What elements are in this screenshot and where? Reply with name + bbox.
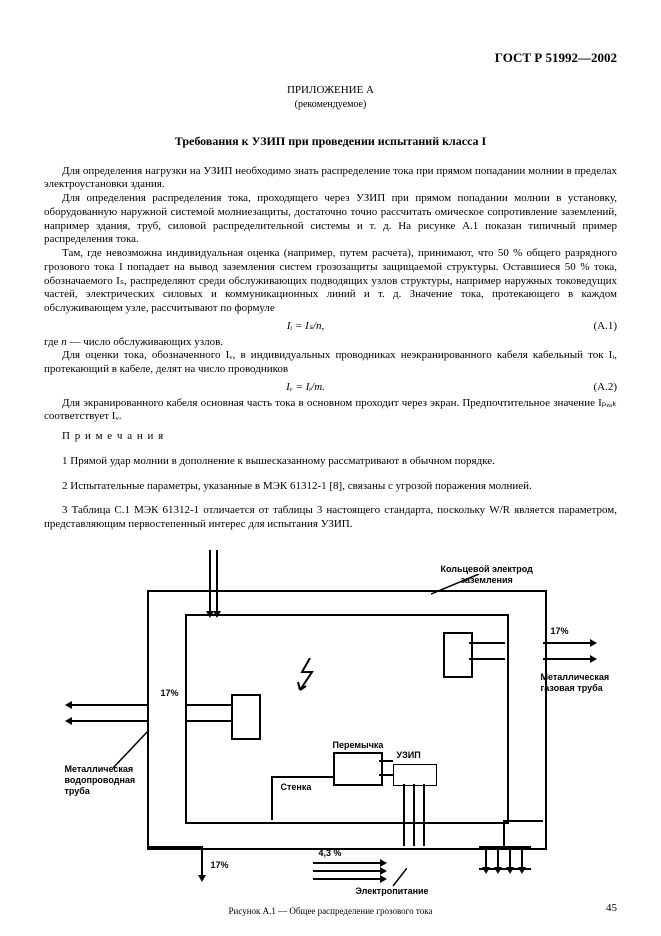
g-arr-3 — [509, 846, 511, 868]
label-17-left: 17% — [161, 688, 179, 699]
jumper-box — [333, 752, 383, 786]
section-title: Требования к УЗИП при проведении испытан… — [44, 134, 617, 149]
page-number: 45 — [606, 902, 617, 916]
left-node-wire-b — [185, 720, 231, 722]
g-feed-h — [503, 820, 543, 822]
figure-caption: Рисунок А.1 — Общее распределение грозов… — [44, 906, 617, 917]
power-leader — [379, 868, 407, 888]
uzip-down-b — [413, 784, 415, 846]
note-3: 3 Таблица С.1 МЭК 61312-1 отличается от … — [44, 504, 617, 532]
figure-a1: Кольцевой электрод заземления 17% 17% 17… — [71, 550, 591, 900]
label-jumper: Перемычка — [333, 740, 384, 751]
g-arr-4 — [521, 846, 523, 868]
label-17-right: 17% — [551, 626, 569, 637]
jumper-to-uzip2 — [379, 774, 393, 776]
left-node-wire-a — [185, 704, 231, 706]
left-node — [231, 694, 261, 740]
right-node-wire-a — [469, 642, 505, 644]
jumper-to-uzip — [379, 760, 393, 762]
page: ГОСТ Р 51992—2002 ПРИЛОЖЕНИЕ А (рекоменд… — [0, 0, 661, 936]
notes-heading: П р и м е ч а н и я — [44, 430, 617, 444]
bottom-left-down — [201, 846, 203, 876]
power-out-c — [313, 878, 381, 880]
formula-1-text: Iᵢ = Iₛ/n, — [287, 320, 324, 334]
lightning-arrow — [209, 550, 211, 612]
g-feed — [503, 820, 505, 846]
p4-prefix: где — [44, 336, 61, 348]
note-2: 2 Испытательные параметры, указанные в М… — [44, 480, 617, 494]
paragraph-5: Для оценки тока, обозначенного Iᵥ, в инд… — [44, 349, 617, 377]
appendix-kind: (рекомендуемое) — [44, 99, 617, 112]
formula-2-text: Iᵥ = Iᵢ/m. — [286, 381, 325, 395]
paragraph-3: Там, где невозможна индивидуальная оценк… — [44, 247, 617, 316]
lightning-arrow-2 — [216, 550, 218, 612]
formula-1-num: (А.1) — [567, 320, 617, 334]
label-43: 4,3 % — [319, 848, 342, 859]
note-1: 1 Прямой удар молнии в дополнение к выше… — [44, 455, 617, 469]
bottom-left-tie — [147, 846, 203, 848]
appendix-label: ПРИЛОЖЕНИЕ А — [44, 84, 617, 98]
ring-leader — [431, 574, 481, 596]
uzip-down-c — [423, 784, 425, 846]
right-exit-a — [543, 642, 591, 644]
paragraph-2: Для определения распределения тока, прох… — [44, 192, 617, 247]
label-17-down: 17% — [211, 860, 229, 871]
label-wall: Стенка — [281, 782, 312, 793]
p4-rest: — число обслуживающих узлов. — [67, 336, 223, 348]
wall-line — [271, 776, 333, 778]
water-leader — [113, 730, 153, 770]
standard-header: ГОСТ Р 51992—2002 — [44, 50, 617, 66]
g-arr-1 — [485, 846, 487, 868]
paragraph-1: Для определения нагрузки на УЗИП необход… — [44, 165, 617, 193]
uzip-down-a — [403, 784, 405, 846]
right-node-wire-b — [469, 658, 505, 660]
formula-1: Iᵢ = Iₛ/n, (А.1) — [44, 320, 617, 334]
right-node — [443, 632, 473, 678]
formula-2: Iᵥ = Iᵢ/m. (А.2) — [44, 381, 617, 395]
right-exit-b — [543, 658, 591, 660]
paragraph-4: где n — число обслуживающих узлов. — [44, 336, 617, 350]
wall-line-v — [271, 776, 273, 820]
paragraph-6: Для экранированного кабеля основная част… — [44, 397, 617, 425]
power-out-b — [313, 870, 381, 872]
left-exit-a — [71, 704, 147, 706]
uzip-box — [393, 764, 437, 786]
lightning-icon — [296, 658, 322, 692]
left-exit-b — [71, 720, 147, 722]
formula-2-num: (А.2) — [567, 381, 617, 395]
g-arr-2 — [497, 846, 499, 868]
label-uzip: УЗИП — [397, 750, 421, 761]
label-gas-pipe: Металлическая газовая труба — [541, 672, 610, 695]
power-out-a — [313, 862, 381, 864]
